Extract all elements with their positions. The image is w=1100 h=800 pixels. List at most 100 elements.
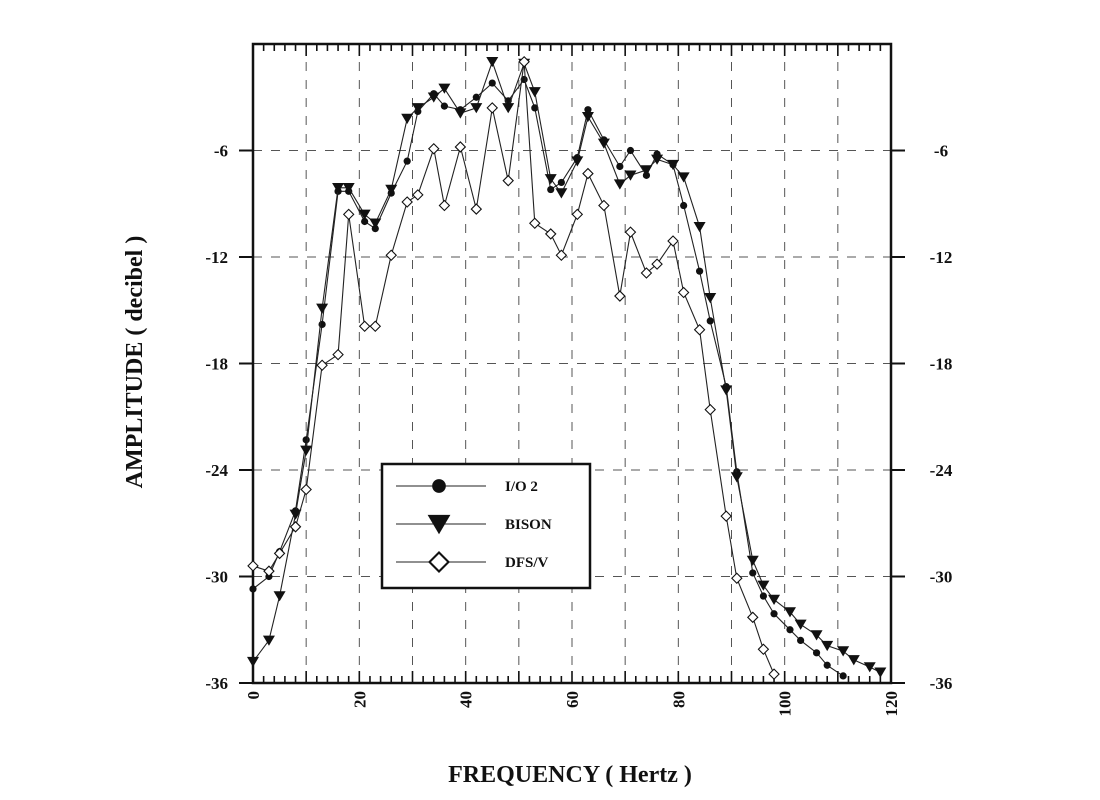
- data-point: [571, 208, 584, 221]
- data-point: [624, 226, 637, 238]
- data-point: [693, 323, 706, 336]
- data-point: [316, 303, 329, 314]
- data-point: [696, 267, 704, 275]
- legend-marker: [432, 479, 446, 493]
- data-point: [385, 184, 398, 195]
- data-point: [837, 646, 850, 657]
- data-point: [730, 472, 743, 483]
- y-tick-label-left: -36: [205, 674, 228, 693]
- data-point: [616, 162, 624, 171]
- data-point: [247, 656, 259, 668]
- data-point: [401, 196, 413, 208]
- data-point: [667, 159, 680, 171]
- data-point: [273, 547, 286, 560]
- data-point: [839, 672, 847, 680]
- data-point: [358, 320, 371, 333]
- data-point: [863, 662, 876, 673]
- series-dfs-v: [247, 55, 780, 680]
- data-point: [759, 592, 768, 600]
- data-point: [488, 79, 496, 87]
- legend-box: [380, 462, 592, 590]
- y-tick-label-left: -6: [214, 142, 228, 161]
- data-point: [544, 174, 557, 185]
- x-tick-label: 80: [669, 691, 688, 708]
- data-point: [768, 594, 781, 605]
- legend-item: I/O 2: [396, 479, 538, 495]
- data-point: [403, 157, 411, 165]
- data-point: [369, 320, 382, 333]
- data-point: [720, 385, 733, 396]
- data-point: [797, 636, 805, 645]
- x-tick-label: 0: [244, 691, 263, 700]
- data-point: [472, 93, 480, 101]
- data-point: [502, 174, 514, 187]
- legend: I/O 2 BISON DFS/V: [380, 462, 592, 590]
- data-point: [847, 655, 860, 666]
- data-point: [438, 83, 451, 94]
- data-point: [555, 249, 568, 262]
- y-tick-label-right: -30: [930, 568, 953, 587]
- data-point: [757, 643, 770, 656]
- y-axis-title: AMPLITUDE ( decibel ): [122, 236, 148, 489]
- y-tick-label-right: -24: [930, 461, 953, 480]
- data-point: [874, 667, 887, 678]
- data-point: [783, 607, 796, 618]
- data-point: [598, 199, 610, 212]
- data-point: [651, 154, 664, 165]
- data-point: [302, 436, 310, 444]
- legend-item: BISON: [396, 514, 552, 535]
- data-point: [401, 113, 414, 124]
- data-point: [613, 179, 626, 190]
- data-point: [640, 165, 653, 176]
- data-point: [502, 103, 515, 114]
- data-point: [427, 92, 440, 103]
- data-point: [289, 509, 302, 520]
- data-point: [626, 146, 635, 155]
- data-point: [823, 661, 831, 669]
- data-point: [262, 635, 275, 646]
- y-tick-label-left: -24: [205, 461, 228, 480]
- data-point: [555, 188, 568, 199]
- data-point: [704, 293, 717, 304]
- series-bison: [247, 56, 887, 678]
- data-point: [584, 106, 592, 114]
- data-point: [720, 510, 732, 522]
- data-point: [486, 56, 499, 68]
- data-point: [273, 591, 286, 602]
- data-point: [528, 87, 541, 98]
- data-point: [821, 640, 834, 652]
- legend-item: DFS/V: [396, 551, 549, 573]
- legend-marker: [427, 514, 451, 535]
- y-tick-label-right: -36: [930, 674, 953, 693]
- data-point: [342, 208, 355, 221]
- x-tick-label: 20: [350, 691, 369, 708]
- y-tick-label-right: -12: [930, 248, 953, 267]
- data-point: [749, 569, 757, 577]
- data-point: [263, 565, 275, 577]
- data-point: [316, 359, 328, 372]
- data-point: [680, 201, 688, 210]
- data-point: [247, 560, 259, 572]
- data-point: [361, 217, 369, 226]
- data-point: [412, 189, 424, 201]
- legend-label: BISON: [505, 517, 552, 533]
- data-point: [812, 649, 821, 657]
- data-point: [704, 403, 717, 416]
- data-point: [249, 585, 257, 593]
- data-point: [411, 103, 424, 114]
- x-tick-label: 120: [882, 691, 901, 717]
- data-point: [746, 611, 759, 624]
- data-point: [810, 630, 823, 641]
- data-point: [651, 258, 663, 270]
- data-point: [531, 104, 539, 112]
- data-point: [693, 222, 706, 233]
- data-point: [571, 156, 584, 167]
- legend-label: DFS/V: [505, 555, 549, 571]
- data-point: [518, 55, 530, 68]
- series: [247, 55, 887, 680]
- tick-labels: 0 20 40 60 80 100 120 -6 -6 -12 -12 -18 -18 -24 -24 -30…: [205, 142, 952, 717]
- data-point: [332, 182, 345, 194]
- data-point: [486, 102, 499, 114]
- data-point: [438, 199, 451, 212]
